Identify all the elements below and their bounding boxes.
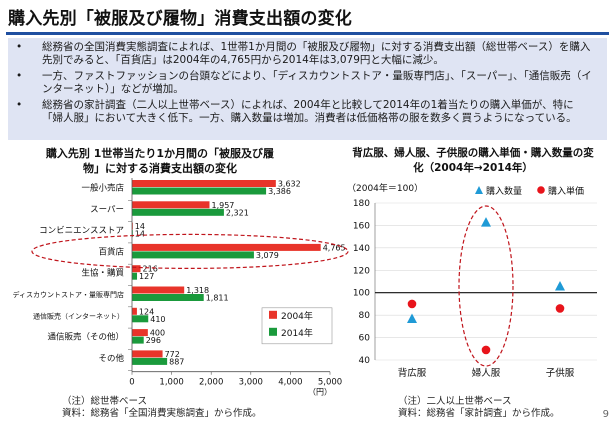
category-label: 通信販売（インターネット） [33, 311, 124, 320]
value-label: 410 [150, 315, 165, 324]
value-label: 772 [165, 350, 180, 359]
legend-label: 購入数量 [486, 185, 522, 197]
y-tick-label: 140 [353, 244, 370, 254]
value-label: 3,079 [256, 251, 279, 260]
left-chart-note: （注）総世帯ベース 資料：総務省「全国消費実態調査」から作成。 [62, 396, 262, 419]
bar-chart-title: 購入先別 1世帯当たり1か月間の「被服及び履物」に対する消費支出額の変化 [45, 147, 275, 175]
category-label: 婦人服 [472, 367, 501, 379]
bar [132, 307, 137, 315]
circle-marker [555, 304, 565, 313]
value-label: 1,957 [211, 201, 234, 210]
legend-swatch [269, 310, 277, 319]
value-label: 216 [143, 265, 158, 274]
bar [132, 272, 138, 280]
x-tick-label: 2,000 [199, 378, 223, 388]
bar [132, 286, 185, 294]
value-label: 2,321 [226, 208, 249, 217]
value-label: 400 [150, 329, 165, 338]
bullet-item: • 総務省の全国消費実態調査によれば、1世帯1か月間の「被服及び履物」に対する消… [16, 41, 591, 66]
bar [132, 336, 144, 344]
value-label: 1,811 [206, 294, 229, 303]
legend-label: 購入単価 [548, 185, 584, 197]
circle-marker [481, 345, 491, 355]
category-label: ディスカウントストア・量販専門店 [12, 290, 124, 299]
triangle-marker [481, 217, 491, 227]
bar [132, 251, 254, 259]
legend-triangle-icon [475, 186, 483, 194]
y-tick-label: 160 [353, 221, 370, 231]
value-label: 14 [135, 222, 145, 231]
legend-label: 2004年 [281, 310, 313, 322]
x-tick-label: 3,000 [239, 378, 263, 388]
bar [132, 243, 321, 251]
value-label: 124 [139, 307, 154, 316]
highlight-ellipse [31, 233, 349, 270]
bullet-dot-icon: • [16, 41, 23, 53]
bar [132, 208, 224, 216]
chart-subtitle: （2004年＝100） [347, 182, 423, 194]
category-label: 百貨店 [98, 246, 124, 257]
bullet-dot-icon: • [16, 70, 23, 82]
x-tick-label: 4,000 [278, 378, 302, 388]
bar [132, 294, 204, 301]
x-tick-label: 0 [129, 378, 134, 388]
y-tick-label: 120 [353, 266, 370, 276]
category-label: 背広服 [398, 367, 427, 379]
circle-marker [407, 299, 417, 309]
bar [132, 201, 210, 209]
bar [132, 329, 148, 337]
scatter-chart-title: 背広服、婦人服、子供服の購入単価・購入数量の変化（2004年→2014年） [352, 147, 594, 174]
bar [132, 265, 141, 273]
bar [132, 350, 163, 358]
value-label: 14 [135, 230, 145, 239]
x-tick-label: 5,000 [318, 378, 342, 388]
category-label: 子供服 [546, 367, 575, 379]
value-label: 1,318 [186, 286, 209, 295]
category-label: 一般小売店 [81, 183, 124, 194]
category-label: コンビニエンスストア [39, 226, 124, 236]
title-underline [6, 32, 609, 35]
right-chart-note: （注）二人以上世帯ベース 資料：総務省「家計調査」から作成。 [398, 396, 560, 419]
page-title: 購入先別「被服及び履物」消費支出額の変化 [8, 9, 352, 29]
bullet-item: • 一方、ファストファッションの台頭などにより、「ディスカウントストア・量販専門… [16, 70, 592, 95]
y-tick-label: 40 [359, 356, 371, 366]
page-number: 9 [602, 409, 609, 420]
value-label: 296 [146, 336, 161, 345]
triangle-marker [555, 280, 565, 291]
y-tick-label: 60 [359, 334, 371, 344]
legend-label: 2014年 [281, 327, 313, 339]
y-tick-label: 100 [353, 289, 370, 299]
y-tick-label: 80 [359, 311, 371, 321]
value-label: 3,386 [268, 187, 291, 196]
highlight-ellipse [458, 205, 514, 367]
summary-box: • 総務省の全国消費実態調査によれば、1世帯1か月間の「被服及び履物」に対する消… [8, 38, 607, 140]
x-tick-label: 1,000 [159, 378, 183, 388]
category-label: 生協・購買 [81, 268, 124, 279]
legend-circle-icon [537, 186, 545, 194]
value-label: 127 [139, 272, 154, 281]
y-tick-label: 180 [353, 199, 370, 209]
bullet-dot-icon: • [16, 99, 23, 111]
scatter-chart: （2004年＝100） 40 60 80 100 120 140 160 180 背広服 婦人服 子供… [347, 182, 597, 379]
category-label: 通信販売（その他） [47, 332, 124, 343]
bullet-item: • 総務省の家計調査（二人以上世帯ベース）によれば、2004年と比較して2014… [16, 99, 577, 124]
category-label: その他 [98, 353, 124, 364]
category-label: スーパー [90, 205, 124, 215]
bar [132, 180, 276, 187]
x-unit-label: （円） [308, 388, 332, 397]
bar [132, 357, 168, 365]
value-label: 887 [169, 357, 184, 366]
triangle-marker [407, 313, 417, 324]
value-label: 4,765 [323, 243, 346, 252]
bar [132, 187, 267, 195]
bar [132, 315, 149, 323]
legend-swatch [269, 327, 277, 336]
value-label: 3,632 [278, 180, 301, 189]
